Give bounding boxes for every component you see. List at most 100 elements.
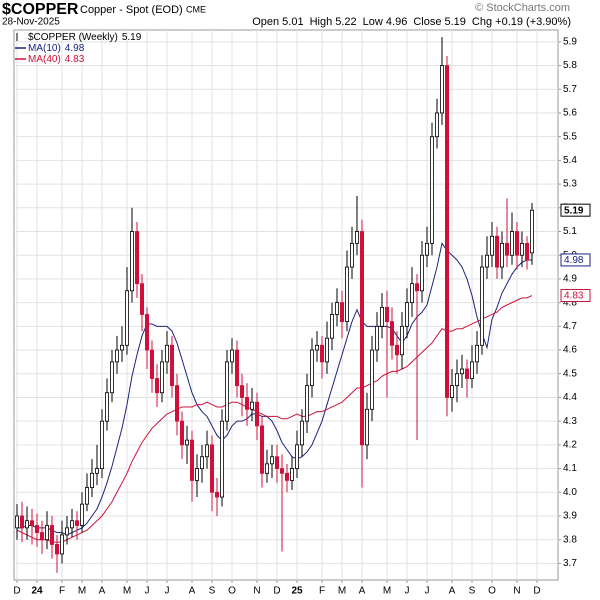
candle-body	[224, 361, 229, 422]
candle-body	[45, 525, 50, 541]
quote-low: Low 4.96	[363, 16, 408, 28]
candle-body	[164, 344, 169, 363]
candle-body	[329, 314, 334, 339]
y-tick-label: 5.1	[563, 226, 577, 237]
y-tick-label: 4.3	[563, 416, 577, 427]
candle-body	[90, 472, 95, 488]
y-tick-label: 5.8	[563, 60, 577, 71]
value-tag-label: 4.83	[564, 291, 584, 302]
candle-body	[509, 231, 514, 256]
candle-body	[105, 392, 110, 422]
y-tick-label: 4.7	[563, 321, 577, 332]
date: 28-Nov-2025	[2, 17, 60, 28]
candle-body	[55, 544, 60, 555]
candle-body	[129, 231, 134, 292]
legend-name: MA(10)	[28, 43, 61, 54]
legend-value: 4.83	[65, 54, 85, 65]
candle-body	[349, 242, 354, 268]
x-tick-label: S	[209, 586, 216, 597]
candle-body	[334, 302, 339, 315]
x-tick-label: 24	[31, 586, 43, 597]
candle-body	[525, 242, 530, 261]
candle-body	[60, 534, 65, 555]
candle-body	[319, 344, 324, 363]
candle-body	[419, 254, 424, 292]
candle-body	[449, 385, 454, 398]
y-tick-label: 5.5	[563, 131, 577, 142]
legend-value: 5.19	[122, 32, 142, 43]
candle-body	[399, 325, 404, 356]
y-tick-label: 4.5	[563, 368, 577, 379]
candle-body	[504, 242, 509, 256]
candle-body	[144, 314, 149, 351]
candle-body	[75, 520, 80, 526]
candle-body	[214, 491, 219, 498]
legend-entry: MA(40) 4.83	[28, 54, 85, 65]
x-tick-label: J	[425, 586, 430, 597]
value-tag-label: 4.98	[564, 255, 584, 266]
candle-body	[179, 420, 184, 446]
legend-name: MA(40)	[28, 54, 61, 65]
candle-body	[304, 385, 309, 422]
candle-body	[274, 456, 279, 469]
candle-body	[184, 439, 189, 446]
x-tick-label: 25	[291, 586, 303, 597]
x-tick-label: D	[533, 586, 540, 597]
x-tick-label: A	[189, 586, 196, 597]
candle-body	[314, 344, 319, 351]
candle-body	[249, 401, 254, 410]
candle-body	[464, 368, 469, 379]
value-tag	[560, 203, 591, 217]
candle-body	[80, 503, 85, 526]
candle-body	[239, 385, 244, 398]
candle-body	[459, 368, 464, 375]
y-tick-label: 3.9	[563, 511, 577, 522]
value-tag	[560, 289, 591, 303]
candle-body	[479, 266, 484, 346]
value-tag-label: 5.19	[564, 205, 584, 216]
candle-body	[219, 420, 224, 498]
candle-body	[289, 468, 294, 481]
candle-body	[354, 231, 359, 244]
exchange: CME	[186, 4, 206, 14]
candle-body	[199, 456, 204, 469]
candle-body	[474, 344, 479, 363]
y-tick-label: 4.0	[563, 487, 577, 498]
candle-body	[344, 266, 349, 322]
x-tick-label: A	[449, 586, 456, 597]
legend-entry: MA(10) 4.98	[28, 43, 85, 54]
candle-body	[374, 325, 379, 351]
candle-body	[120, 344, 125, 351]
candle-body	[384, 306, 389, 322]
y-tick-label: 4.9	[563, 274, 577, 285]
x-tick-label: N	[253, 586, 260, 597]
candle-body	[434, 112, 439, 138]
candle-body	[40, 532, 45, 541]
x-tick-label: M	[78, 586, 86, 597]
x-tick-label: F	[59, 586, 65, 597]
y-tick-label: 5.7	[563, 84, 577, 95]
candle-body	[299, 420, 304, 446]
candle-body	[65, 527, 70, 536]
candle-body	[244, 397, 249, 410]
candle-body	[454, 373, 459, 387]
candle-body	[439, 65, 444, 114]
x-tick-label: M	[123, 586, 131, 597]
candle-body	[264, 463, 269, 474]
y-tick-label: 4.8	[563, 297, 577, 308]
quote-open: Open 5.01	[252, 16, 303, 28]
quote: Open 5.01 High 5.22 Low 4.96 Close 5.19 Chg …	[252, 16, 571, 28]
candle-body	[444, 65, 449, 398]
candle-body	[100, 420, 105, 469]
x-tick-label: S	[469, 586, 476, 597]
candle-body	[379, 306, 384, 327]
x-tick-label: F	[319, 586, 325, 597]
candle-body	[469, 361, 474, 379]
candle-body	[209, 444, 214, 493]
x-tick-label: D	[13, 586, 20, 597]
candle-body	[494, 235, 499, 268]
value-tag	[560, 253, 591, 267]
y-tick-label: 5.6	[563, 108, 577, 119]
candle-body	[134, 231, 139, 285]
